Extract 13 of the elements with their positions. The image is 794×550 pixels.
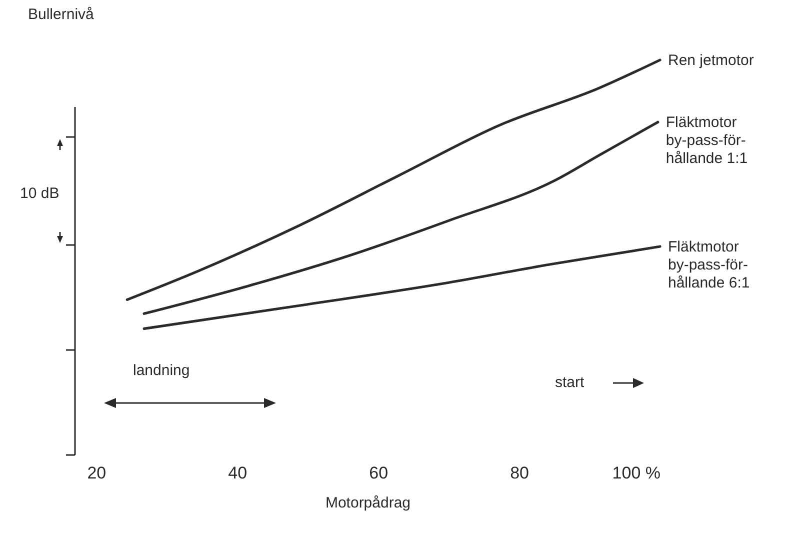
x-tick-label: 80 [510, 464, 529, 482]
text: start [555, 374, 584, 391]
x-tick-label: 60 [369, 464, 388, 482]
series-label: Fläktmotor by-pass-för- hållande 6:1 [668, 238, 750, 292]
series-label: Fläktmotor by-pass-för- hållande 1:1 [666, 114, 748, 168]
y-axis-title: Bullernivå [28, 6, 94, 23]
text: landning [133, 362, 190, 379]
series-label: Ren jetmotor [668, 52, 754, 69]
x-tick-label: 40 [228, 464, 248, 482]
x-axis-title: Motorpådrag [325, 494, 411, 512]
x-tick-label: 20 [87, 464, 106, 482]
x-tick-label: 100 % [612, 464, 660, 482]
text: 10 dB [20, 185, 60, 202]
